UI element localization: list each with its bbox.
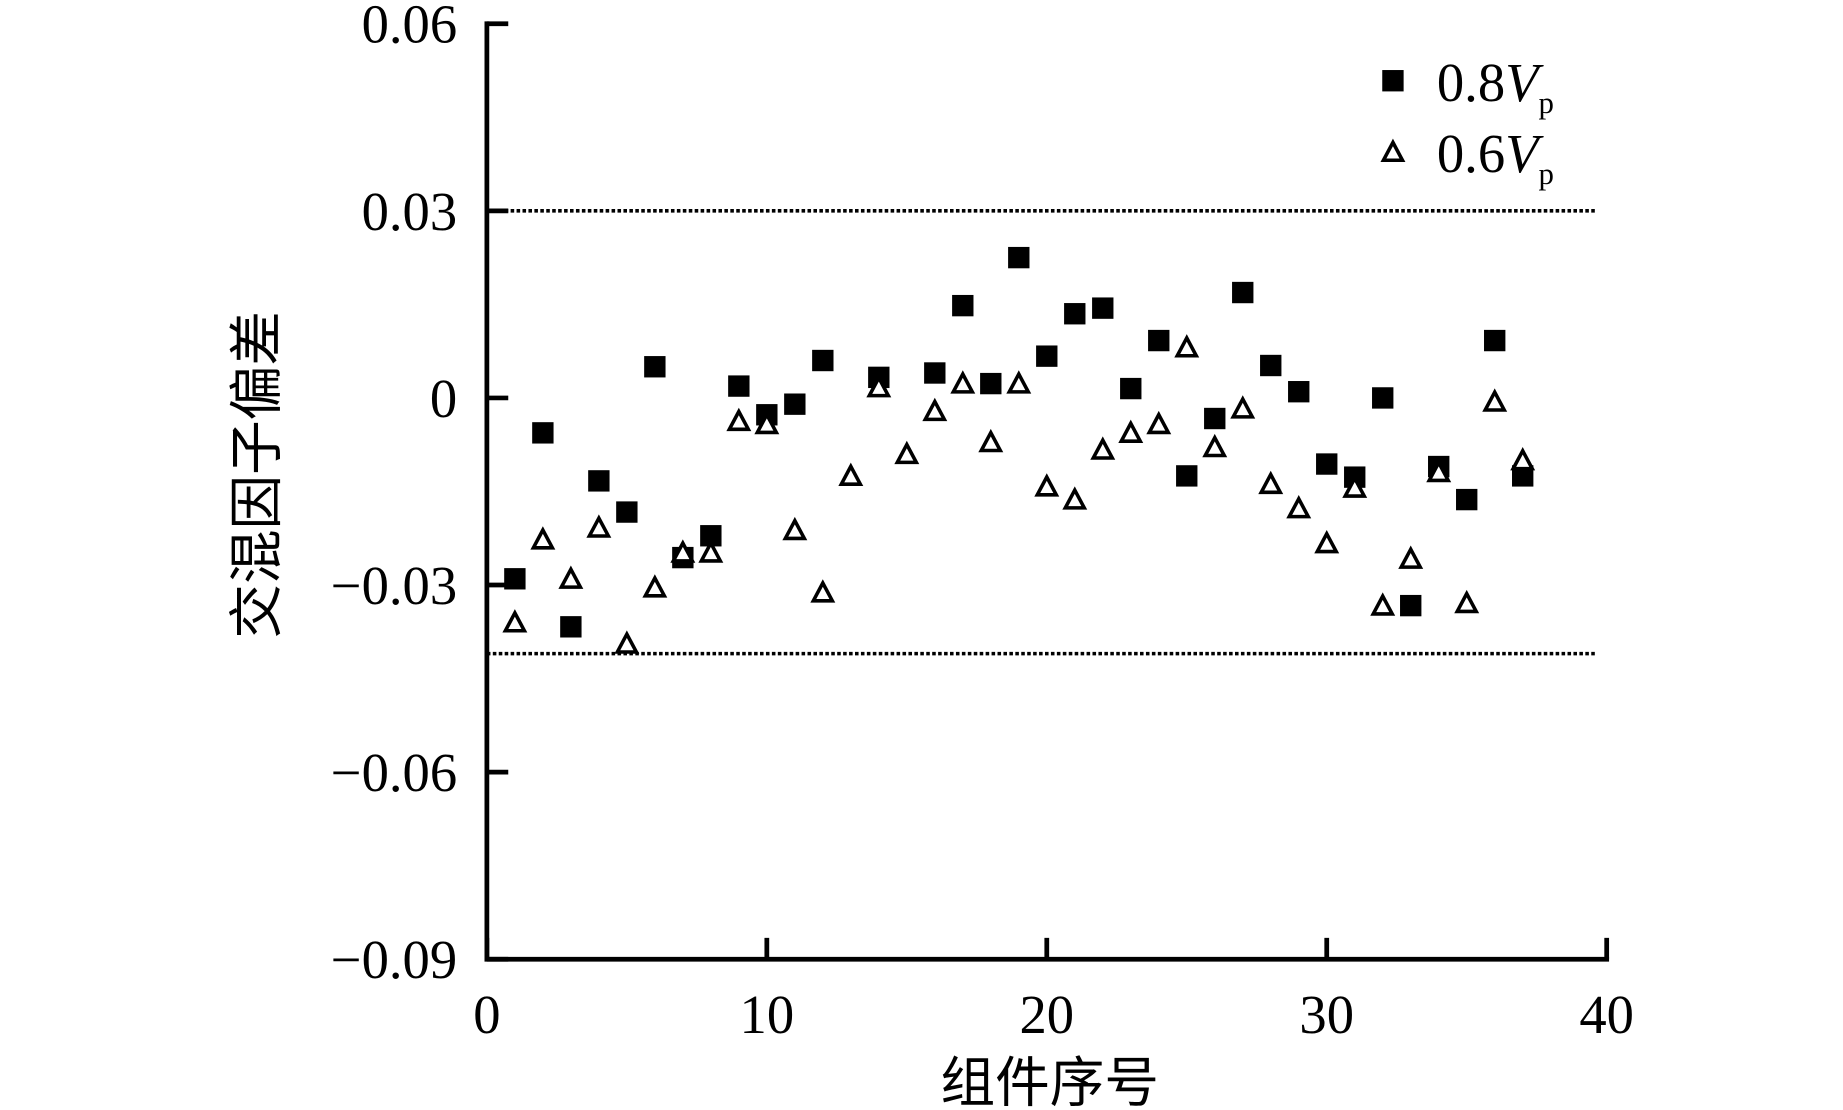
data-point xyxy=(1482,388,1508,412)
data-point xyxy=(866,374,892,398)
data-point xyxy=(924,362,946,384)
legend-item: 0.8Vp xyxy=(1382,52,1554,120)
data-point xyxy=(1118,419,1144,443)
data-point xyxy=(1062,486,1088,510)
data-point xyxy=(784,393,806,415)
data-point xyxy=(1008,246,1030,269)
data-point xyxy=(950,370,976,394)
x-tick-label: 10 xyxy=(740,984,795,1045)
data-point xyxy=(1120,377,1142,400)
data-point xyxy=(812,349,834,372)
data-point xyxy=(1288,381,1310,403)
data-point xyxy=(642,574,668,598)
data-point xyxy=(1204,407,1226,430)
data-point xyxy=(980,372,1002,395)
data-point xyxy=(1202,433,1228,458)
data-point xyxy=(532,422,554,444)
y-tick-label: −0.03 xyxy=(331,555,457,616)
y-axis-label: 交混因子偏差 xyxy=(224,311,288,639)
legend-label: 0.8Vp xyxy=(1437,52,1554,120)
x-axis-label: 组件序号 xyxy=(941,1051,1159,1110)
x-tick-label: 40 xyxy=(1579,984,1634,1045)
legend-item: 0.6Vp xyxy=(1380,123,1554,191)
data-point xyxy=(1342,474,1368,498)
data-points xyxy=(502,246,1536,654)
data-point xyxy=(700,525,722,547)
data-point xyxy=(614,630,640,654)
series-0-8vp xyxy=(504,246,1534,638)
data-point xyxy=(894,440,920,465)
data-point xyxy=(1092,297,1114,319)
data-point xyxy=(644,356,666,378)
legend-triangle-marker xyxy=(1380,138,1406,163)
data-point xyxy=(586,514,612,538)
data-point xyxy=(1148,329,1170,352)
tick-labels: 0.06 0.03 0 −0.03 −0.06 −0.09 0 10 20 30 40 xyxy=(331,0,1634,1045)
data-point xyxy=(1176,465,1198,487)
data-point xyxy=(616,501,638,523)
data-point xyxy=(1174,334,1200,358)
data-point xyxy=(1400,594,1422,617)
data-point xyxy=(1036,345,1058,367)
data-point xyxy=(1398,545,1424,569)
data-point xyxy=(810,579,836,603)
data-point xyxy=(502,609,528,633)
x-tick-label: 0 xyxy=(473,984,500,1045)
data-point xyxy=(1064,303,1086,325)
data-point xyxy=(670,539,696,563)
data-point xyxy=(1006,370,1032,394)
x-tick-label: 30 xyxy=(1299,984,1354,1045)
data-point xyxy=(1370,592,1396,616)
data-point xyxy=(782,516,808,541)
y-tick-label: 0.03 xyxy=(362,181,458,242)
data-point xyxy=(1372,387,1394,409)
data-point xyxy=(1426,458,1452,483)
axes xyxy=(484,21,1610,962)
data-point xyxy=(560,616,582,638)
legend-square-marker xyxy=(1382,70,1404,92)
data-point xyxy=(1258,470,1284,495)
data-point xyxy=(530,526,556,550)
data-point xyxy=(1510,447,1536,471)
data-point xyxy=(1456,488,1478,511)
y-tick-label: −0.09 xyxy=(331,929,457,990)
data-point xyxy=(1512,465,1534,487)
data-point xyxy=(588,470,610,492)
y-tick-label: 0 xyxy=(430,368,457,429)
data-point xyxy=(922,397,948,422)
data-point xyxy=(838,462,864,486)
legend-label: 0.6Vp xyxy=(1437,123,1554,191)
data-point xyxy=(1314,529,1340,554)
data-point xyxy=(754,410,780,435)
data-point xyxy=(1316,453,1338,475)
data-point xyxy=(952,294,974,317)
data-point xyxy=(1454,589,1480,614)
data-point xyxy=(504,568,526,590)
y-tick-label: 0.06 xyxy=(362,0,458,55)
data-point xyxy=(978,428,1004,453)
series-0-6vp xyxy=(502,334,1536,654)
data-point xyxy=(726,407,752,432)
x-tick-label: 20 xyxy=(1019,984,1074,1045)
data-point xyxy=(728,375,750,397)
data-point xyxy=(698,539,724,563)
reference-lines xyxy=(486,209,1598,656)
data-point xyxy=(1146,410,1172,435)
data-point xyxy=(1034,473,1060,497)
data-point xyxy=(1232,281,1254,304)
data-point xyxy=(1230,395,1256,419)
data-point xyxy=(558,565,584,589)
data-point xyxy=(1484,329,1506,352)
data-point xyxy=(1286,495,1312,519)
data-point xyxy=(1090,436,1116,460)
data-point xyxy=(1260,354,1282,377)
y-tick-label: −0.06 xyxy=(331,742,457,803)
